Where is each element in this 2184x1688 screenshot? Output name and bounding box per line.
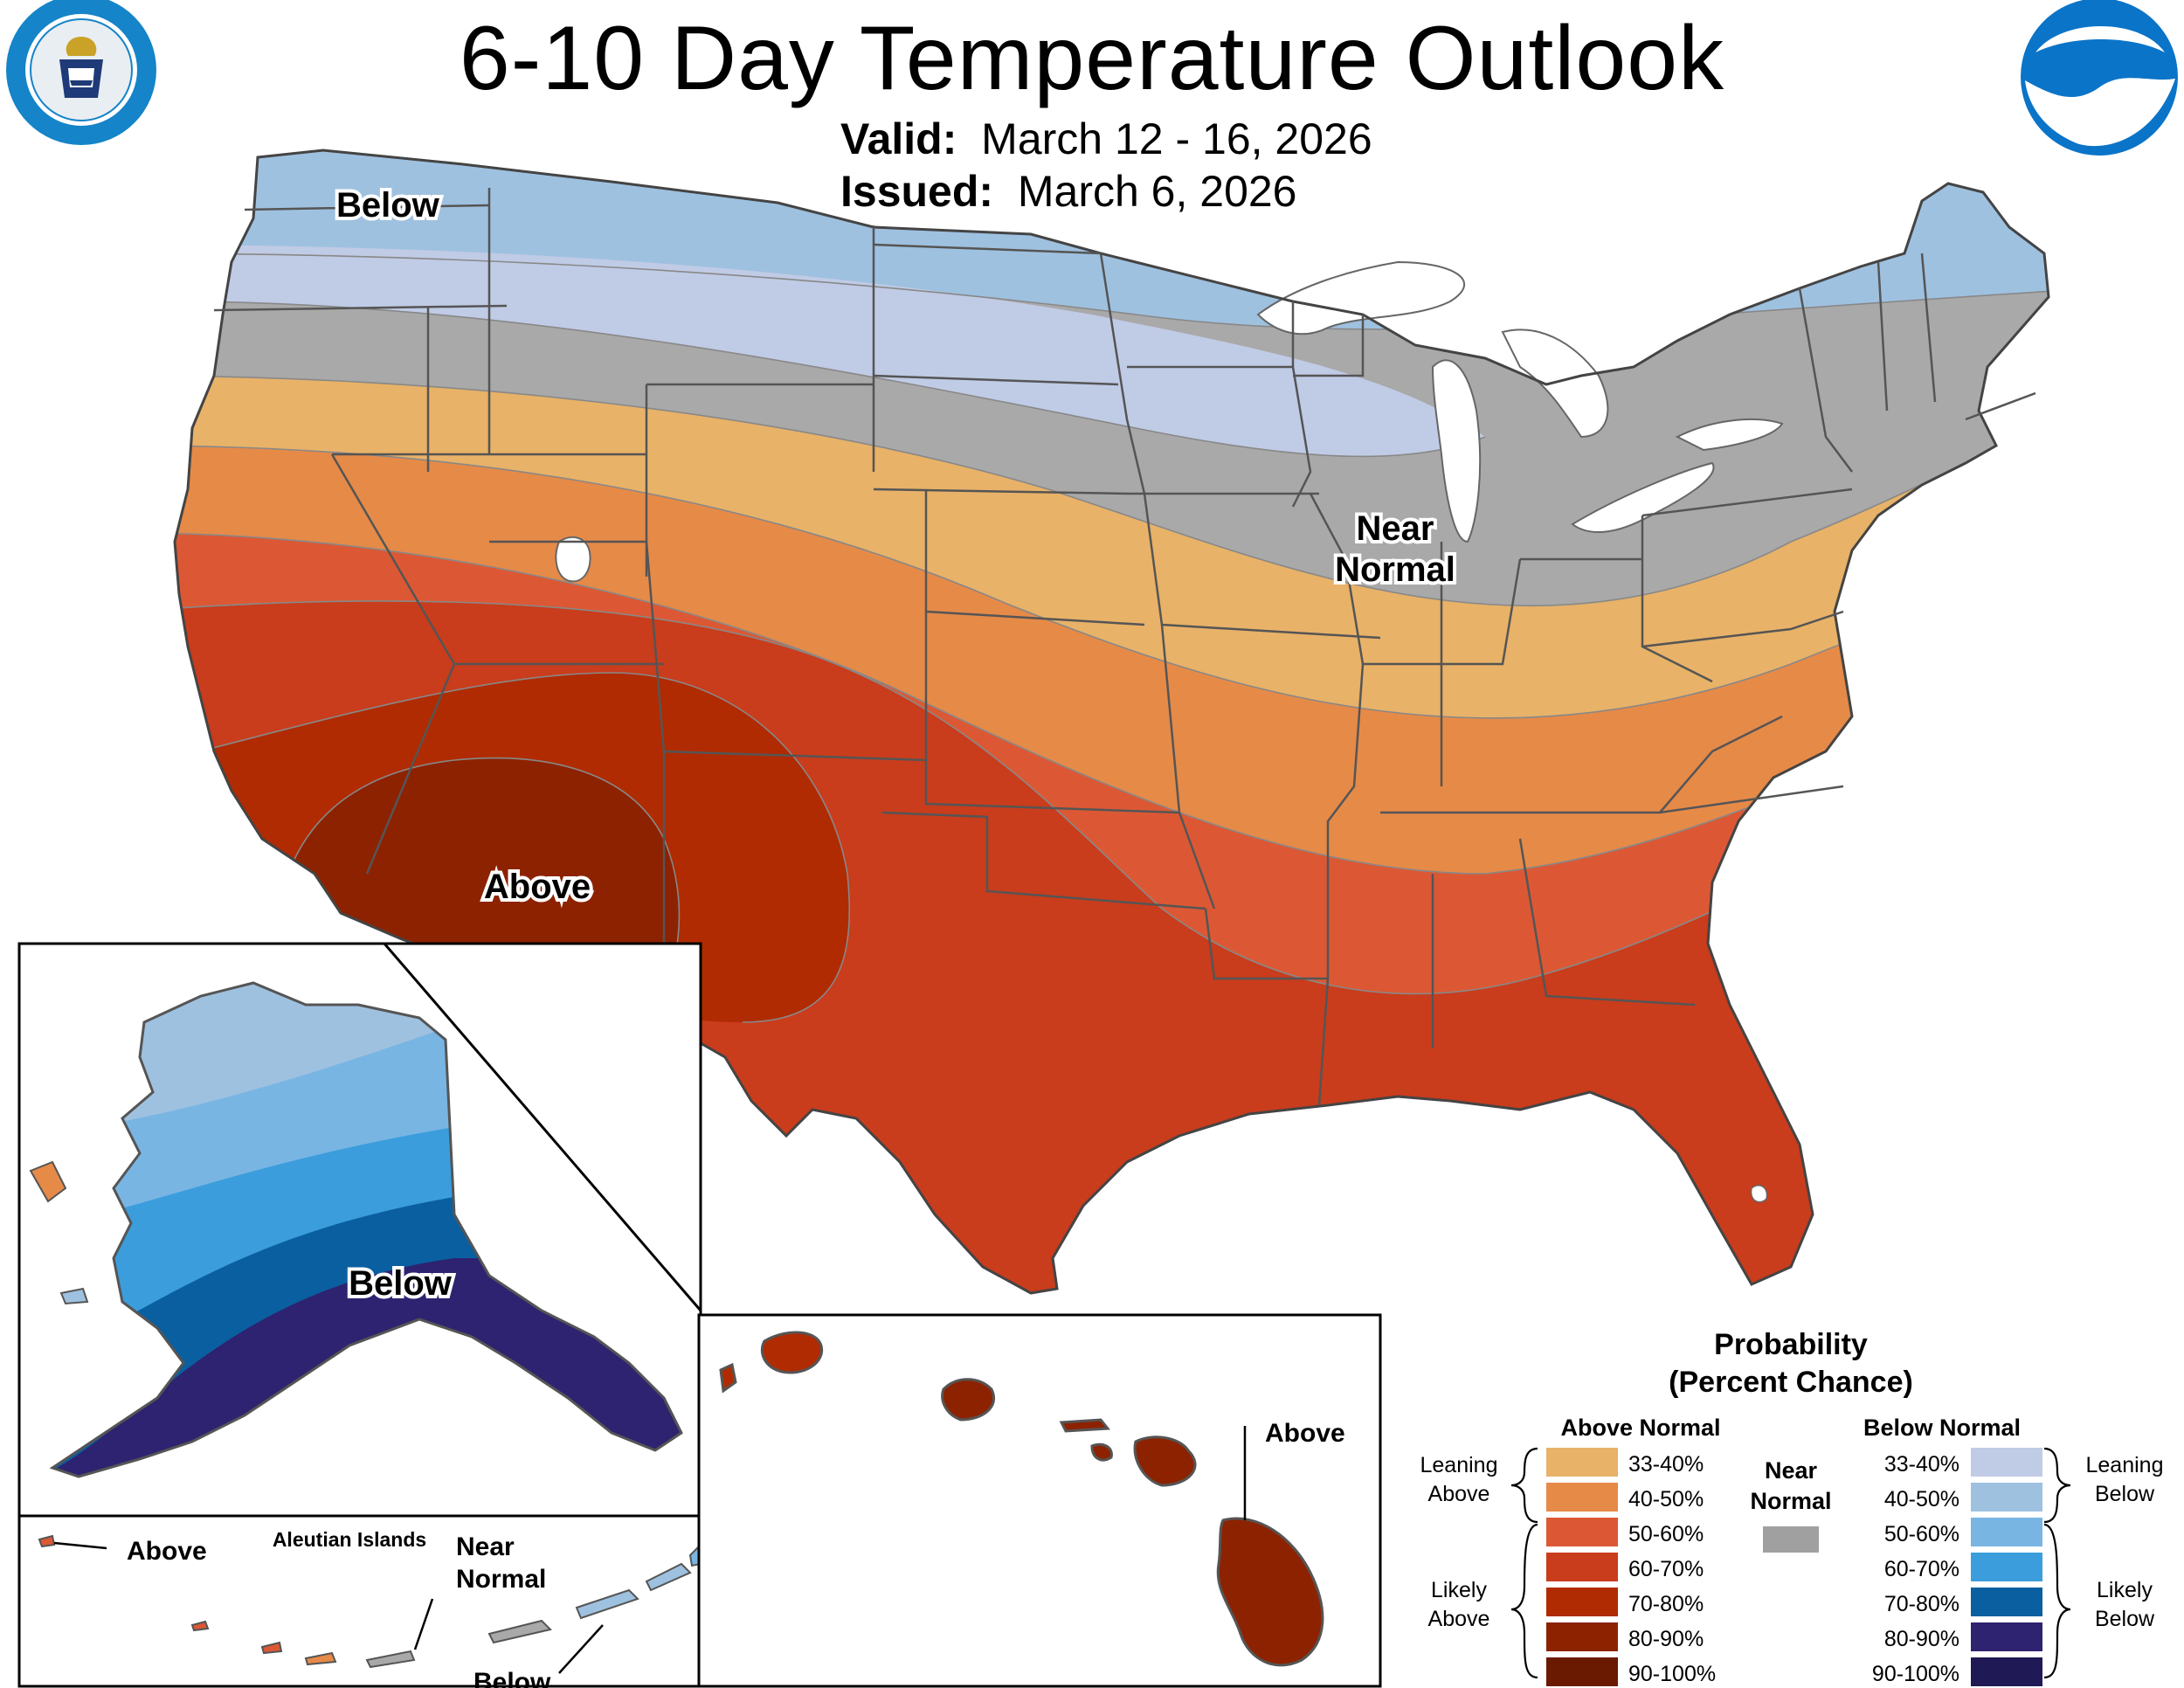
legend-below-range-1: 33-40% (1884, 1452, 1959, 1477)
legend-below-swatch-3 (1971, 1518, 2042, 1546)
legend-likely-below-1: Likely (2097, 1578, 2153, 1602)
legend-near-2: Normal (1750, 1488, 1831, 1514)
noaa-logo: NOAA (2021, 0, 2178, 156)
valid-label: Valid: (840, 114, 957, 163)
noaa-logo-text: NOAA (2061, 44, 2138, 73)
legend-above-range-4: 60-70% (1628, 1557, 1704, 1581)
legend-below-range-6: 80-90% (1884, 1627, 1959, 1651)
legend-above-range-6: 80-90% (1628, 1627, 1704, 1651)
alaska-connector-line (383, 943, 702, 1311)
label-aleutian-above: Above (127, 1537, 207, 1566)
legend: Probability (Percent Chance) Above Norma… (1420, 1328, 2164, 1686)
legend-near-1: Near (1765, 1457, 1818, 1484)
label-conus-below: Below (336, 186, 440, 225)
issued-line: Issued: March 6, 2026 (840, 166, 1297, 217)
valid-dates: March 12 - 16, 2026 (981, 114, 1372, 163)
st-lawrence-island (29, 1160, 67, 1203)
label-aleutian-below: Below (473, 1668, 551, 1688)
legend-above-range-5: 70-80% (1628, 1592, 1704, 1616)
legend-title-1: Probability (1714, 1328, 1868, 1361)
legend-below-swatch-6 (1971, 1622, 2042, 1651)
label-conus-near-1: Near (1357, 509, 1434, 548)
legend-title-2: (Percent Chance) (1669, 1366, 1913, 1399)
legend-above-range-3: 50-60% (1628, 1522, 1704, 1546)
great-lakes (1256, 260, 1784, 543)
legend-below-range-2: 40-50% (1884, 1487, 1959, 1512)
hawaii-islands (719, 1331, 1324, 1667)
band-below-33 (175, 245, 1485, 457)
nunivak-island (59, 1287, 89, 1305)
lake-okeechobee (1750, 1185, 1768, 1203)
legend-above-swatch-4 (1546, 1553, 1618, 1581)
legend-leaning-above-1: Leaning (1420, 1453, 1498, 1477)
legend-leaning-below-2: Below (2095, 1482, 2155, 1506)
legend-above-range-1: 33-40% (1628, 1452, 1704, 1477)
legend-above-header: Above Normal (1560, 1415, 1720, 1441)
label-alaska-below: Below (349, 1264, 453, 1303)
legend-above-swatch-2 (1546, 1483, 1618, 1512)
page-title: 6-10 Day Temperature Outlook (459, 8, 1725, 109)
alaska-outline (49, 981, 683, 1478)
label-aleutian-near-2: Normal (456, 1565, 546, 1594)
great-salt-lake (555, 536, 591, 583)
label-hawaii-above: Above (1265, 1419, 1345, 1448)
legend-below-swatch-2 (1971, 1483, 2042, 1512)
aleutian-below-leader (558, 1624, 604, 1674)
legend-below-range-7: 90-100% (1872, 1662, 1959, 1686)
aleutian-near-leader (413, 1598, 434, 1650)
valid-line: Valid: March 12 - 16, 2026 (840, 114, 1372, 164)
legend-above-swatch-5 (1546, 1588, 1618, 1616)
legend-above-swatch-6 (1546, 1622, 1618, 1651)
label-aleutian-near-1: Near (456, 1532, 515, 1561)
legend-leaning-above-2: Above (1428, 1482, 1490, 1506)
label-conus-above: Above (484, 868, 591, 906)
legend-below-range-5: 70-80% (1884, 1592, 1959, 1616)
legend-below-swatch-1 (1971, 1448, 2042, 1477)
legend-below-swatch-7 (1971, 1657, 2042, 1686)
legend-above-swatch-7 (1546, 1657, 1618, 1686)
legend-near-swatch (1763, 1526, 1819, 1553)
legend-below-swatch-5 (1971, 1588, 2042, 1616)
label-aleutian-title: Aleutian Islands (273, 1528, 426, 1551)
label-conus-near-2: Normal (1335, 550, 1455, 589)
legend-above-swatches: 33-40% 40-50% 50-60% 60-70% 70-80% 80-90% 90-1… (1546, 1448, 1716, 1686)
legend-above-range-7: 90-100% (1628, 1662, 1716, 1686)
legend-below-swatches: 33-40% 40-50% 50-60% 60-70% 70-80% 80-90% 90-1… (1872, 1448, 2042, 1686)
legend-above-swatch-1 (1546, 1448, 1618, 1477)
state-lines (213, 188, 2036, 1106)
issued-date: March 6, 2026 (1017, 167, 1297, 216)
legend-above-swatch-3 (1546, 1518, 1618, 1546)
legend-below-range-4: 60-70% (1884, 1557, 1959, 1581)
commerce-seal-logo (6, 0, 156, 145)
legend-above-range-2: 40-50% (1628, 1487, 1704, 1512)
aleutian-inset-frame (17, 1514, 702, 1688)
legend-below-swatch-4 (1971, 1553, 2042, 1581)
aleutian-above-leader (53, 1541, 107, 1550)
legend-below-header: Below Normal (1863, 1415, 2021, 1441)
legend-below-range-3: 50-60% (1884, 1522, 1959, 1546)
legend-likely-above-1: Likely (1431, 1578, 1487, 1602)
issued-label: Issued: (840, 167, 994, 216)
legend-likely-below-2: Below (2095, 1607, 2155, 1631)
aleutian-islands (38, 1534, 702, 1669)
legend-leaning-below-1: Leaning (2086, 1453, 2164, 1477)
conus-outline (173, 149, 2050, 1295)
legend-braces (1510, 1447, 2071, 1679)
legend-likely-above-2: Above (1428, 1607, 1490, 1631)
